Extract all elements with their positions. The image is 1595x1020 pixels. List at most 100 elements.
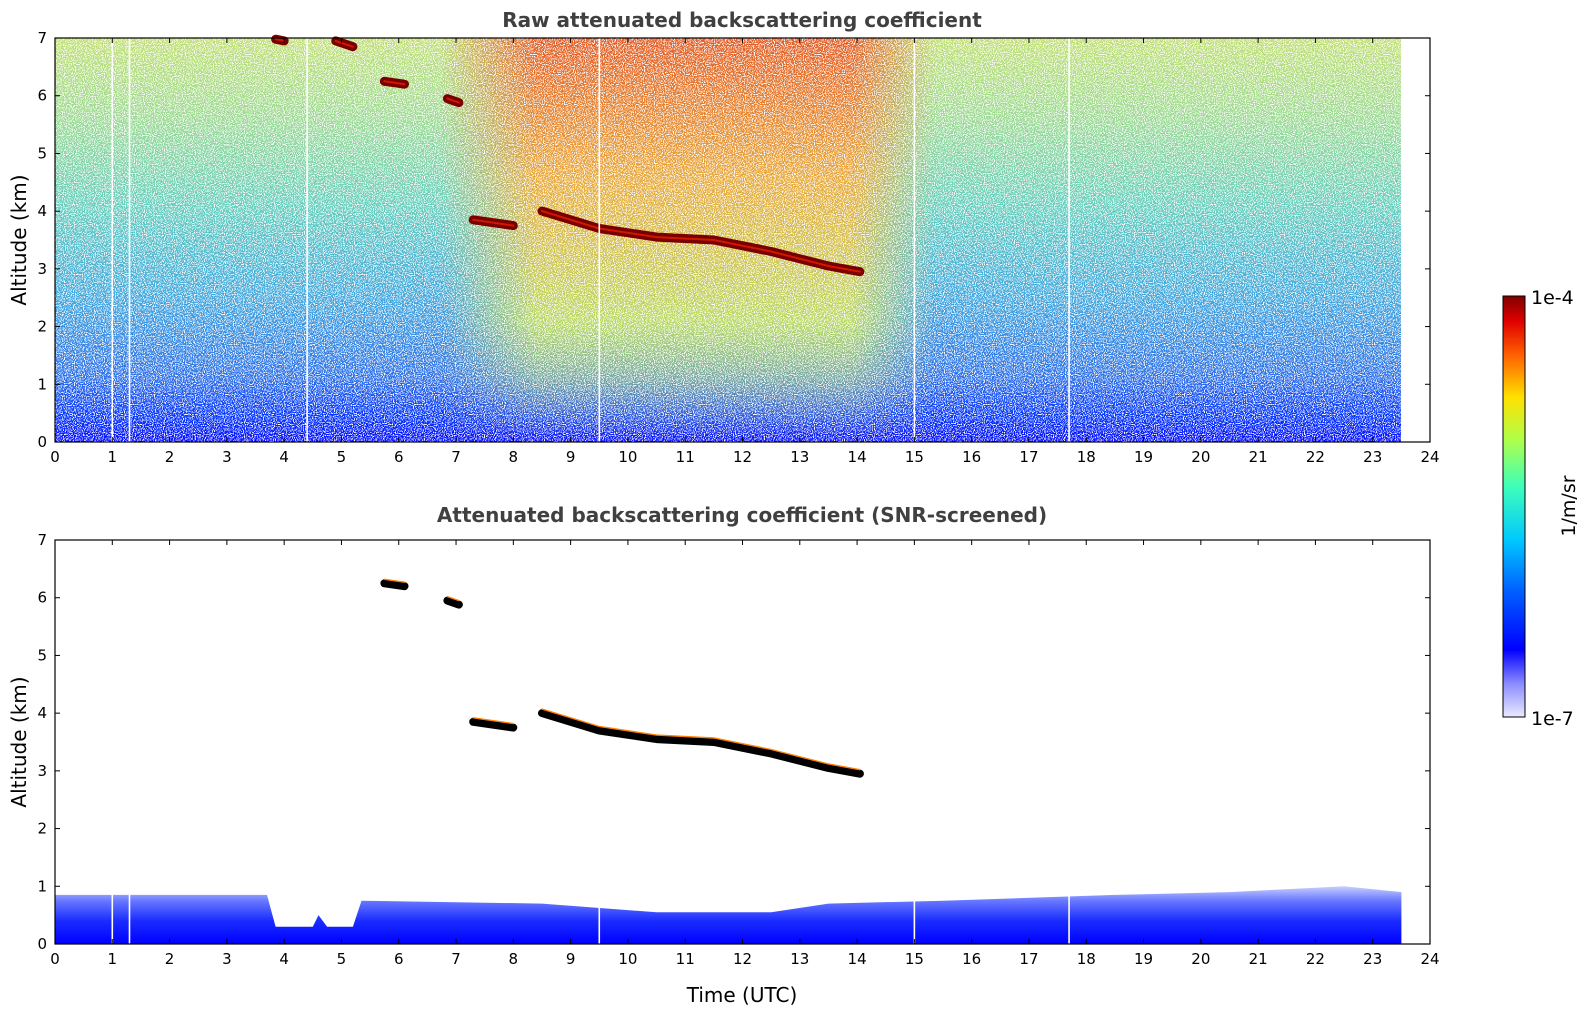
x-tick-label: 18 bbox=[1077, 950, 1096, 968]
y-tick-label: 1 bbox=[37, 877, 47, 895]
boundary-layer-aerosol bbox=[55, 886, 1402, 944]
y-tick-label: 2 bbox=[37, 820, 47, 838]
x-tick-label: 3 bbox=[222, 448, 232, 466]
x-tick-label: 1 bbox=[108, 950, 118, 968]
x-tick-label: 0 bbox=[50, 448, 60, 466]
screened-cloud-layer bbox=[538, 709, 864, 778]
colorbar-gradient bbox=[1502, 295, 1526, 718]
y-tick-label: 5 bbox=[37, 646, 47, 664]
raw-heatmap bbox=[55, 34, 1430, 442]
cloud-layer-edge bbox=[446, 97, 460, 104]
x-tick-label: 9 bbox=[566, 950, 576, 968]
x-tick-label: 18 bbox=[1077, 448, 1096, 466]
screened-x-axis-ticks: 0 1 2 3 4 5 6 7 8 9 10 11 12 13 14 15 16 17 18 19 20 21 22 23 24 bbox=[50, 540, 1440, 968]
cloud-layer-edge bbox=[334, 39, 354, 48]
y-tick-label: 0 bbox=[37, 935, 47, 953]
cloud-layer-edge bbox=[274, 38, 286, 42]
y-tick-label: 7 bbox=[37, 29, 47, 47]
x-tick-label: 6 bbox=[394, 950, 404, 968]
colorbar-unit-label: 1/m/sr bbox=[1558, 475, 1580, 536]
x-tick-label: 14 bbox=[848, 448, 867, 466]
x-tick-label: 16 bbox=[962, 950, 981, 968]
x-tick-label: 19 bbox=[1134, 950, 1153, 968]
cloud-layer-edge bbox=[472, 218, 515, 227]
y-tick-label: 1 bbox=[37, 375, 47, 393]
x-tick-label: 8 bbox=[509, 448, 519, 466]
x-tick-label: 20 bbox=[1191, 448, 1210, 466]
x-tick-label: 8 bbox=[509, 950, 519, 968]
x-tick-label: 11 bbox=[676, 950, 695, 968]
x-tick-label: 14 bbox=[848, 950, 867, 968]
x-tick-label: 12 bbox=[733, 448, 752, 466]
screened-cloud-layer bbox=[380, 579, 409, 591]
colorbar-min-label: 1e-7 bbox=[1531, 708, 1574, 730]
screened-cloud-top-edge bbox=[383, 578, 406, 583]
y-tick-label: 4 bbox=[37, 704, 47, 722]
raw-backscatter-panel: Raw attenuated backscattering coefficien… bbox=[7, 8, 1440, 466]
x-tick-label: 13 bbox=[790, 950, 809, 968]
y-tick-label: 6 bbox=[37, 589, 47, 607]
x-tick-label: 11 bbox=[676, 448, 695, 466]
screened-boundary-layer bbox=[55, 886, 1402, 944]
x-tick-label: 5 bbox=[337, 950, 347, 968]
x-axis-label: Time (UTC) bbox=[686, 983, 798, 1007]
x-tick-label: 12 bbox=[733, 950, 752, 968]
screened-cloud-layer bbox=[469, 717, 518, 732]
x-tick-label: 13 bbox=[790, 448, 809, 466]
screened-cloud-layers bbox=[380, 578, 864, 778]
y-tick-label: 2 bbox=[37, 318, 47, 336]
x-tick-label: 2 bbox=[165, 950, 175, 968]
screened-cloud-layer bbox=[443, 596, 463, 609]
x-tick-label: 23 bbox=[1363, 950, 1382, 968]
screened-y-axis-label: Altitude (km) bbox=[7, 676, 31, 807]
colorbar-max-label: 1e-4 bbox=[1531, 287, 1574, 309]
screened-y-axis-ticks: 0 1 2 3 4 5 6 7 bbox=[37, 531, 1430, 953]
y-tick-label: 6 bbox=[37, 87, 47, 105]
x-tick-label: 1 bbox=[108, 448, 118, 466]
x-tick-label: 20 bbox=[1191, 950, 1210, 968]
x-tick-label: 3 bbox=[222, 950, 232, 968]
y-tick-label: 4 bbox=[37, 202, 47, 220]
snr-screened-panel: Attenuated backscattering coefficient (S… bbox=[7, 503, 1440, 1007]
y-tick-label: 3 bbox=[37, 762, 47, 780]
x-tick-label: 17 bbox=[1019, 448, 1038, 466]
x-tick-label: 4 bbox=[279, 448, 289, 466]
raw-missing-profiles bbox=[111, 38, 1430, 442]
y-tick-label: 5 bbox=[37, 144, 47, 162]
x-tick-label: 9 bbox=[566, 448, 576, 466]
x-tick-label: 21 bbox=[1249, 448, 1268, 466]
screened-cloud-top-edge bbox=[446, 595, 460, 602]
x-tick-label: 15 bbox=[905, 448, 924, 466]
screened-missing-profiles bbox=[111, 886, 1070, 944]
cloud-layer-edge bbox=[383, 80, 406, 86]
screened-cloud-top-edge bbox=[472, 717, 514, 725]
x-tick-label: 4 bbox=[279, 950, 289, 968]
raw-y-axis-ticks: 0 1 2 3 4 5 6 7 bbox=[37, 29, 1430, 451]
x-tick-label: 15 bbox=[905, 950, 924, 968]
x-tick-label: 24 bbox=[1420, 448, 1439, 466]
x-tick-label: 22 bbox=[1306, 950, 1325, 968]
x-tick-label: 5 bbox=[337, 448, 347, 466]
x-tick-label: 24 bbox=[1420, 950, 1439, 968]
x-tick-label: 6 bbox=[394, 448, 404, 466]
colorbar: 1e-4 1e-7 1/m/sr bbox=[1502, 287, 1580, 730]
x-tick-label: 23 bbox=[1363, 448, 1382, 466]
x-tick-label: 7 bbox=[451, 950, 461, 968]
x-tick-label: 21 bbox=[1249, 950, 1268, 968]
screened-cloud-top-edge bbox=[541, 708, 861, 771]
x-tick-label: 10 bbox=[618, 950, 637, 968]
raw-panel-title: Raw attenuated backscattering coefficien… bbox=[502, 8, 982, 32]
x-tick-label: 0 bbox=[50, 950, 60, 968]
y-tick-label: 0 bbox=[37, 433, 47, 451]
raw-y-axis-label: Altitude (km) bbox=[7, 174, 31, 305]
y-tick-label: 7 bbox=[37, 531, 47, 549]
screened-panel-title: Attenuated backscattering coefficient (S… bbox=[437, 503, 1047, 527]
x-tick-label: 17 bbox=[1019, 950, 1038, 968]
screened-heatmap bbox=[55, 578, 1402, 944]
screened-axes-frame bbox=[54, 539, 1431, 945]
x-tick-label: 19 bbox=[1134, 448, 1153, 466]
no-data-region bbox=[1401, 38, 1430, 442]
x-tick-label: 7 bbox=[451, 448, 461, 466]
x-tick-label: 10 bbox=[618, 448, 637, 466]
raw-x-axis-ticks: 0 1 2 3 4 5 6 7 8 9 10 11 12 13 14 15 16 17 18 19 20 21 22 23 24 bbox=[50, 38, 1440, 466]
